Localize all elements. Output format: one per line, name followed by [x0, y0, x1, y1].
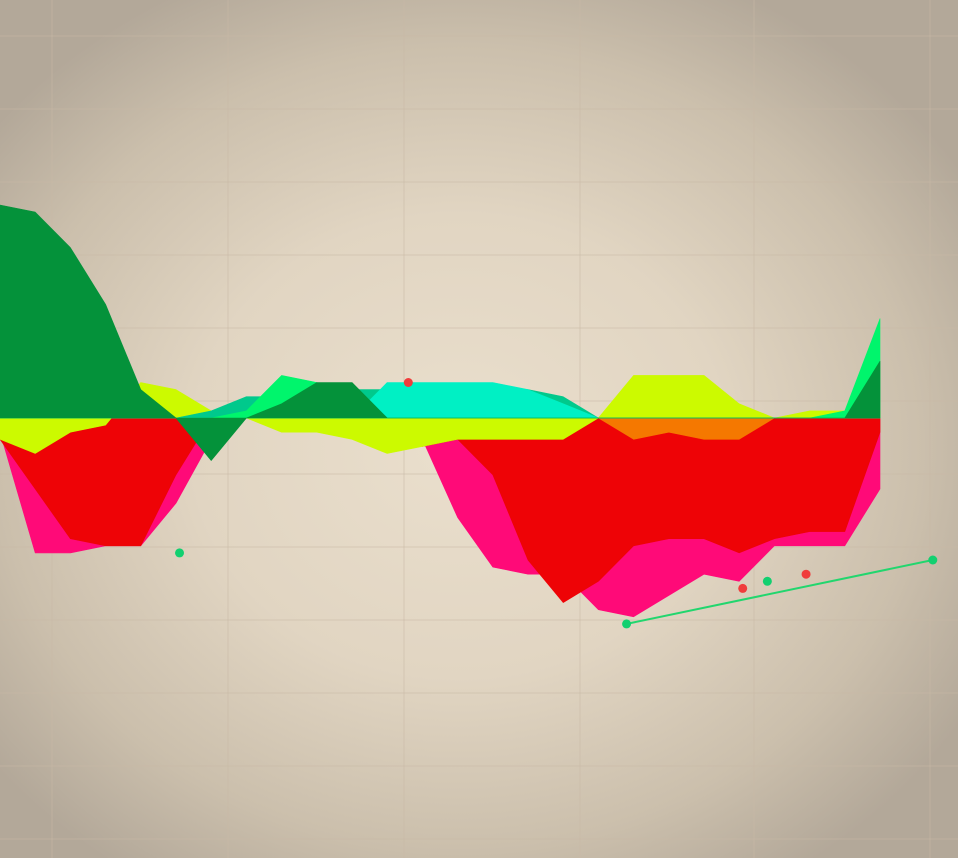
data-point-marker	[175, 548, 185, 558]
chart-annotations	[175, 378, 938, 629]
chart-areas	[0, 204, 881, 618]
data-point-marker	[928, 555, 938, 565]
trend-line	[626, 559, 934, 625]
data-point-marker	[801, 569, 811, 579]
data-point-marker	[622, 619, 632, 629]
data-point-marker	[762, 576, 772, 586]
area-series-8	[0, 204, 881, 461]
data-point-marker	[738, 583, 748, 593]
data-point-marker	[403, 378, 413, 387]
